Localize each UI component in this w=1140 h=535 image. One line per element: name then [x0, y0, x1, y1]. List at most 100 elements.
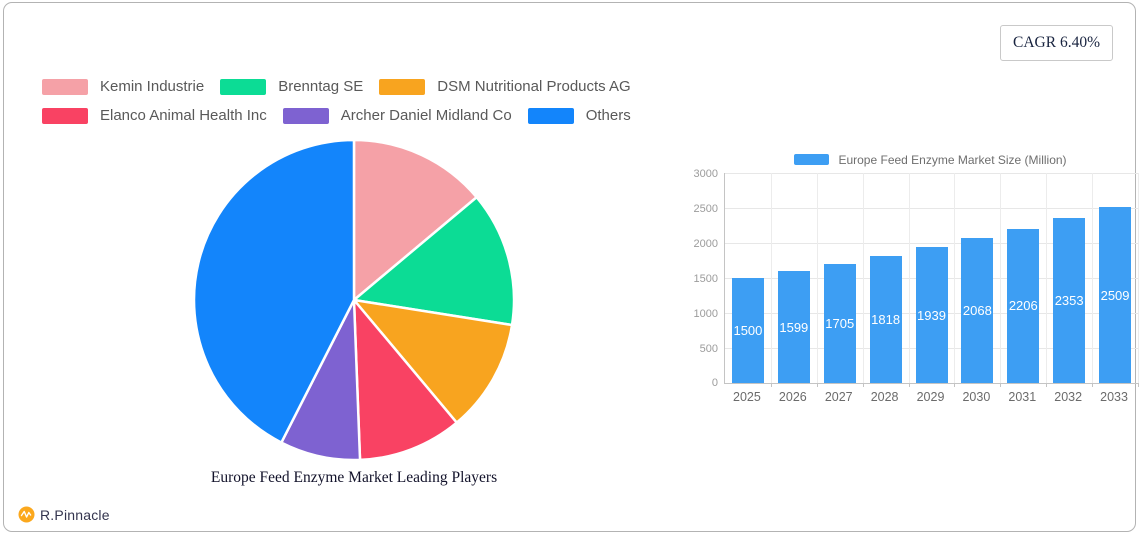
bar-value-label: 2353	[1054, 293, 1084, 309]
gridline-vertical	[1092, 173, 1094, 383]
bar: 2353	[1053, 218, 1086, 383]
y-axis-tick-label: 3000	[693, 168, 718, 180]
gridline-vertical	[1000, 173, 1002, 383]
legend-label: DSM Nutritional Products AG	[437, 78, 631, 95]
x-axis-tick	[1138, 383, 1139, 387]
bar-value-label: 1705	[825, 315, 855, 331]
bar: 2509	[1099, 207, 1132, 383]
pie-chart-wrap	[189, 135, 519, 465]
legend-item: Others	[527, 107, 631, 124]
x-axis-tick	[862, 383, 864, 387]
x-axis-label: 2030	[962, 390, 991, 404]
legend-swatch	[42, 108, 88, 124]
x-axis-label: 2029	[916, 390, 945, 404]
bars: 1500 1599 1705 1818 1939 2068 2206 2353 2509	[725, 173, 1138, 383]
bar-value-label: 2068	[962, 303, 992, 319]
bar: 1500	[731, 278, 764, 383]
y-axis-tick-label: 500	[699, 343, 718, 355]
brand-logo: R.Pinnacle	[18, 506, 110, 523]
legend-label: Brenntag SE	[278, 78, 364, 95]
gridline-vertical	[1138, 173, 1139, 383]
bar-cell: 1818	[863, 173, 909, 383]
legend-swatch	[527, 108, 574, 124]
legend-item: Kemin Industrie	[42, 79, 204, 95]
bar-cell: 2068	[954, 173, 1000, 383]
pie-slice	[352, 195, 516, 327]
pulse-icon	[18, 506, 35, 523]
gridline-horizontal: 3000	[694, 168, 1138, 180]
bar-plot: 0 500 1000 1500 2000 2500 3000 1500 1599 1705 1818…	[694, 168, 1139, 389]
y-axis-tick-label: 1000	[693, 308, 718, 320]
legend-swatch	[379, 79, 426, 95]
bar-cell: 1500	[725, 173, 771, 383]
brand-name: R.Pinnacle	[40, 506, 110, 523]
bar-cell: 2509	[1092, 173, 1138, 383]
x-axis-tick	[954, 383, 956, 387]
bar-legend-label: Europe Feed Enzyme Market Size (Million)	[838, 152, 1067, 167]
bar: 2206	[1007, 228, 1040, 383]
x-axis-tick	[1092, 383, 1094, 387]
x-axis: 2025 2026 2027 2028 2029 2030 2031 2032 2033	[724, 390, 1137, 404]
y-axis-tick-label: 0	[711, 377, 718, 389]
x-axis-label: 2031	[1008, 390, 1037, 404]
bar: 2068	[961, 238, 994, 383]
pie-slice	[192, 138, 356, 444]
x-axis-label: 2028	[870, 390, 899, 404]
cagr-label: CAGR 6.40%	[1013, 34, 1100, 51]
x-axis-tick	[1000, 383, 1002, 387]
cagr-badge: CAGR 6.40%	[1000, 25, 1113, 61]
bar-chart: Europe Feed Enzyme Market Size (Million)…	[694, 148, 1140, 404]
legend-item: DSM Nutritional Products AG	[379, 78, 631, 95]
bar-legend: Europe Feed Enzyme Market Size (Million)	[724, 152, 1137, 167]
bar-cell: 2353	[1046, 173, 1092, 383]
bar-value-label: 1599	[779, 319, 809, 335]
bar: 1939	[915, 247, 948, 383]
pie-legend: Kemin Industrie Brenntag SE DSM Nutritiona…	[42, 79, 631, 124]
pie-slice	[352, 138, 478, 302]
legend-item: Brenntag SE	[220, 79, 363, 95]
bar-cell: 1705	[817, 173, 863, 383]
gridline-vertical	[770, 173, 772, 383]
pie-legend-row: Kemin Industrie Brenntag SE DSM Nutritiona…	[42, 79, 631, 95]
legend-label: Kemin Industrie	[100, 78, 205, 95]
legend-item: Archer Daniel Midland Co	[282, 107, 512, 124]
x-axis-label: 2026	[778, 390, 807, 404]
bar-value-label: 1939	[917, 307, 946, 323]
bar-legend-swatch	[794, 154, 830, 165]
bar-value-label: 1818	[871, 311, 901, 327]
pie-legend-row: Elanco Animal Health Inc Archer Daniel Mi…	[42, 108, 631, 124]
y-axis-tick-label: 1500	[693, 273, 718, 285]
x-axis-tick	[1046, 383, 1048, 387]
pie-slice	[352, 298, 514, 424]
pie-slice	[352, 298, 459, 462]
legend-label: Others	[585, 107, 631, 124]
x-axis-tick	[908, 383, 910, 387]
bar: 1705	[823, 263, 856, 383]
gridline-vertical	[908, 173, 910, 383]
bar-value-label: 1500	[733, 323, 763, 338]
bar: 1599	[777, 271, 810, 383]
x-axis-label: 2032	[1054, 390, 1083, 404]
x-axis-label: 2033	[1100, 390, 1128, 404]
gridline-vertical	[862, 173, 864, 383]
bar-cell: 1599	[771, 173, 817, 383]
pie-chart	[192, 138, 516, 462]
pie-title: Europe Feed Enzyme Market Leading Player…	[210, 469, 498, 486]
x-axis-label: 2027	[824, 390, 853, 404]
y-axis-tick-label: 2000	[693, 238, 718, 250]
report-card: CAGR 6.40% Kemin Industrie Brenntag SE DSM…	[3, 2, 1139, 532]
bar-value-label: 2509	[1100, 287, 1130, 303]
bar-cell: 2206	[1000, 173, 1046, 383]
legend-label: Archer Daniel Midland Co	[340, 107, 512, 124]
x-axis-tick	[770, 383, 772, 387]
legend-swatch	[220, 79, 267, 95]
gridline-vertical	[954, 173, 956, 383]
bar: 1818	[869, 255, 902, 383]
gridline-vertical	[1046, 173, 1048, 383]
x-axis-label: 2025	[733, 390, 761, 404]
x-axis-tick	[816, 383, 818, 387]
bar-value-label: 2206	[1008, 298, 1038, 314]
legend-swatch	[42, 79, 88, 95]
y-axis-tick-label: 2500	[693, 203, 718, 215]
gridline-horizontal: 2000	[694, 238, 1138, 250]
